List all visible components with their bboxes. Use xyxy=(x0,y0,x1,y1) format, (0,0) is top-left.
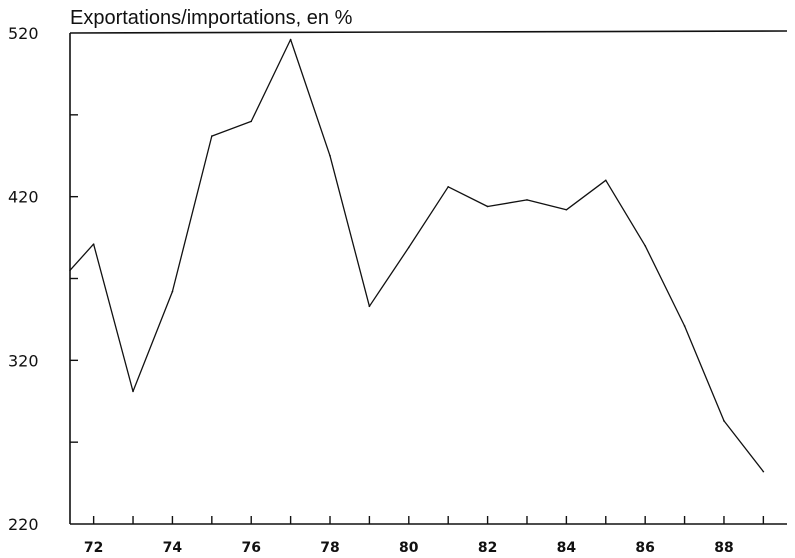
y-tick-label: 420 xyxy=(8,188,39,207)
axis-ticks xyxy=(70,114,765,524)
x-tick-label: 82 xyxy=(478,540,497,556)
series-line xyxy=(69,38,764,472)
data-point xyxy=(526,199,528,201)
chart-title: Exportations/importations, en % xyxy=(70,7,353,29)
top-border-line xyxy=(69,30,788,34)
data-point xyxy=(683,325,686,327)
x-tick-label: 84 xyxy=(557,540,577,556)
data-point xyxy=(604,179,607,182)
y-tick-label: 520 xyxy=(8,24,39,43)
x-tick-label: 86 xyxy=(635,540,654,556)
x-tick-label: 74 xyxy=(163,540,183,556)
x-tick-label: 72 xyxy=(84,540,103,556)
data-point xyxy=(565,208,568,211)
data-point xyxy=(69,269,71,272)
x-tick-label: 78 xyxy=(320,540,339,556)
data-point xyxy=(289,38,292,41)
data-point xyxy=(762,470,765,473)
data-point xyxy=(408,246,410,249)
data-point xyxy=(486,205,489,208)
data-point xyxy=(644,244,646,247)
data-point xyxy=(171,290,174,293)
data-point xyxy=(723,420,725,422)
x-tick-label: 76 xyxy=(241,540,260,556)
x-tick-label: 88 xyxy=(714,540,733,556)
data-point xyxy=(92,243,95,245)
data-point xyxy=(250,120,253,123)
y-tick-label: 220 xyxy=(8,515,39,534)
data-point xyxy=(132,390,134,393)
data-point xyxy=(329,154,331,157)
data-point xyxy=(368,305,371,308)
y-tick-label: 320 xyxy=(8,351,39,370)
x-tick-labels: 72 74 76 78 80 82 84 86 88 xyxy=(84,540,734,556)
data-point xyxy=(211,135,213,137)
y-tick-labels: 220 320 420 520 xyxy=(8,24,39,534)
chart-axes xyxy=(69,30,788,525)
data-series xyxy=(69,38,765,473)
data-point xyxy=(447,186,449,188)
x-tick-label: 80 xyxy=(399,540,419,556)
